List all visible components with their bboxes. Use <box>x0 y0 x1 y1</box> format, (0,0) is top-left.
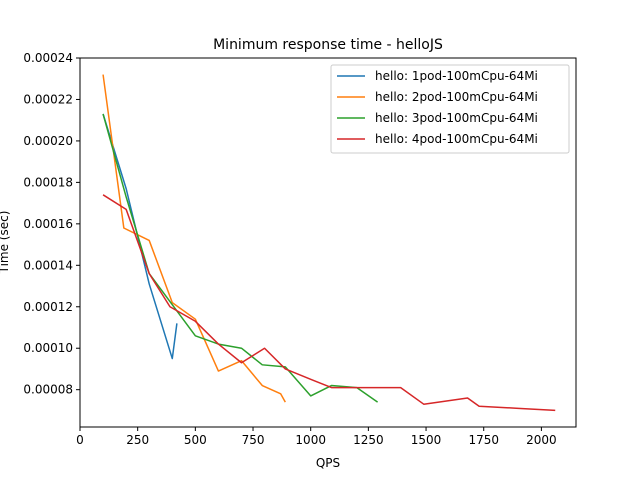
y-tick-label: 0.00016 <box>23 217 73 231</box>
x-tick-label: 1750 <box>468 433 499 447</box>
y-tick-label: 0.00020 <box>23 134 73 148</box>
legend-label-2: hello: 2pod-100mCpu-64Mi <box>375 90 538 104</box>
series-line-2 <box>102 74 286 403</box>
x-tick-label: 2000 <box>526 433 557 447</box>
legend-label-4: hello: 4pod-100mCpu-64Mi <box>375 132 538 146</box>
y-tick-label: 0.00022 <box>23 92 73 106</box>
chart-title: Minimum response time - helloJS <box>213 37 443 53</box>
legend: hello: 1pod-100mCpu-64Mi hello: 2pod-100m… <box>330 64 570 154</box>
legend-box <box>330 64 570 154</box>
axes-frame <box>79 57 577 428</box>
y-tick-label: 0.00014 <box>23 258 73 272</box>
x-tick-label: 1500 <box>411 433 442 447</box>
x-axis: 0 250 500 750 1000 1250 1500 1750 2000 <box>76 427 557 447</box>
plot-area <box>102 74 556 412</box>
y-tick-label: 0.00008 <box>23 383 73 397</box>
series-line-4 <box>102 194 556 412</box>
x-tick-label: 250 <box>126 433 149 447</box>
y-axis: 0.00008 0.00010 0.00012 0.00014 0.00016 0.000… <box>23 51 80 397</box>
series-line-1 <box>102 113 178 360</box>
y-tick-label: 0.00010 <box>23 341 73 355</box>
x-tick-label: 1250 <box>353 433 384 447</box>
legend-label-1: hello: 1pod-100mCpu-64Mi <box>375 69 538 83</box>
x-axis-title: QPS <box>316 456 340 470</box>
y-tick-label: 0.00012 <box>23 300 73 314</box>
x-tick-label: 500 <box>184 433 207 447</box>
x-tick-label: 0 <box>76 433 84 447</box>
x-tick-label: 750 <box>242 433 265 447</box>
x-tick-label: 1000 <box>295 433 326 447</box>
y-axis-title: Time (sec) <box>0 211 11 275</box>
y-tick-label: 0.00018 <box>23 175 73 189</box>
y-tick-label: 0.00024 <box>23 51 73 65</box>
legend-label-3: hello: 3pod-100mCpu-64Mi <box>375 111 538 125</box>
